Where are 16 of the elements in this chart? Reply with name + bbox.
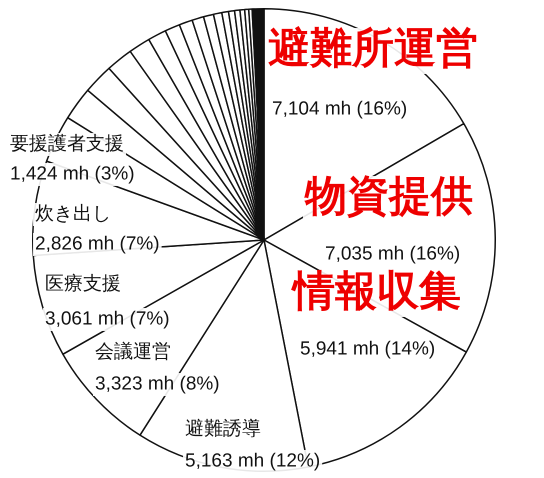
slice-label: 炊き出し — [35, 202, 111, 224]
slice-label: 物資提供 — [304, 170, 473, 220]
data-label: 2,826 mh (7%) — [35, 234, 160, 255]
data-label: 5,163 mh (12%) — [185, 450, 320, 472]
data-label: 7,035 mh (16%) — [325, 244, 460, 265]
data-label: 5,941 mh (14%) — [300, 338, 436, 360]
slice-label: 避難所運営 — [268, 22, 478, 72]
slice-label: 会議運営 — [95, 340, 171, 362]
data-label: 3,323 mh (8%) — [95, 374, 220, 395]
slice-label: 情報収集 — [291, 266, 461, 315]
slice-label: 要援護者支援 — [10, 132, 124, 154]
data-label: 1,424 mh (3%) — [10, 164, 135, 185]
slice-label: 避難誘導 — [185, 417, 261, 440]
data-label: 7,104 mh (16%) — [272, 98, 408, 120]
data-label: 3,061 mh (7%) — [45, 308, 170, 330]
slice-label: 医療支援 — [45, 272, 121, 294]
